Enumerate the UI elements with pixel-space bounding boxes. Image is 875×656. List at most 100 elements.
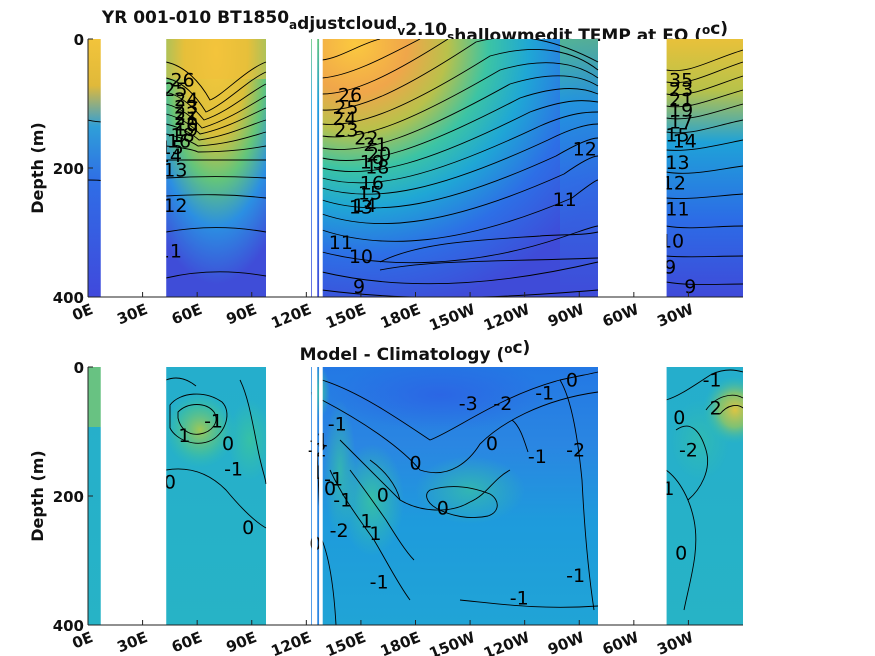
contour-label: -2: [566, 439, 585, 461]
contour-label: 0: [486, 433, 498, 455]
contour-label: 25: [334, 97, 358, 119]
panel-difference: Model - Climatology (oc): [28, 338, 743, 656]
title-part: Model - Climatology (: [300, 345, 505, 365]
contour-label: 22: [354, 127, 378, 149]
contour-label: 23: [669, 79, 693, 101]
y-tick-label: 200: [53, 488, 84, 506]
title-part: s: [447, 30, 454, 44]
contour-label: 23: [334, 120, 358, 142]
x-tick-label: 60W: [600, 628, 642, 656]
contour-label: 17: [669, 111, 693, 133]
contour-label: 22: [174, 103, 198, 125]
contour-label: 15: [358, 182, 382, 204]
panel-temperature: YR 001-010 BT1850adjustcloudv2.10shallow…: [28, 8, 743, 335]
contour-label: 21: [363, 134, 387, 156]
land-gap: [601, 367, 667, 625]
contour-label: -1: [333, 490, 352, 512]
contour-label: 0: [164, 472, 176, 494]
contour-label: 1: [178, 425, 190, 447]
land-mask-difference: [100, 367, 667, 625]
contour-label: 0: [324, 478, 336, 500]
land-gap: [266, 367, 307, 625]
contour-label: 16: [360, 173, 384, 195]
y-axis-title: Depth (m): [28, 450, 47, 542]
land-gap: [100, 367, 167, 625]
y-tick-label: 200: [53, 160, 84, 178]
field-pacific: [322, 39, 598, 297]
y-tick-label: 0: [74, 359, 84, 377]
title-part: djustcloud: [297, 14, 397, 34]
contour-label: 10: [349, 246, 373, 268]
x-tick-label: 120E: [269, 628, 314, 656]
contour-label: 19: [669, 100, 693, 122]
land-gap: [100, 39, 167, 297]
contour-label: 11: [553, 189, 577, 211]
x-tick-label: 60W: [600, 300, 642, 331]
x-tick-label: 120W: [481, 300, 533, 335]
x-tick-label: 120E: [269, 300, 314, 332]
contour-label: 25: [163, 79, 187, 101]
contour-label: -1: [224, 459, 243, 481]
contour-label: 12: [163, 195, 187, 217]
contour-label: 20: [174, 113, 198, 135]
x-tick-label: 150W: [426, 628, 478, 656]
land-gap: [601, 39, 667, 297]
contour-label: 1: [360, 510, 372, 532]
title-part: YR 001-010 BT1850: [101, 8, 289, 28]
y-tick-label: 400: [53, 617, 84, 635]
contour-label: 0: [409, 452, 421, 474]
chart-title-difference: Model - Climatology (oc): [300, 338, 531, 365]
x-tick-label: 90W: [545, 300, 587, 331]
contour-label: 35: [669, 69, 693, 91]
contour-label: -1: [528, 446, 547, 468]
contour-label: 14: [673, 131, 697, 153]
land-gap: [319, 367, 323, 625]
contour-label: 0: [437, 497, 449, 519]
contour-label: 11: [665, 198, 689, 220]
x-tick-label: 60E: [169, 300, 205, 328]
contour-label: 21: [669, 89, 693, 111]
x-tick-label: 90E: [224, 300, 260, 328]
contour-label: 9: [353, 276, 365, 298]
contour-label: 0: [377, 485, 389, 507]
x-tick-label: 150W: [426, 300, 478, 335]
contour-label: 16: [167, 131, 191, 153]
land-gap: [311, 367, 318, 625]
x-tick-label: 30W: [654, 628, 696, 656]
contour-label: -1: [703, 370, 722, 392]
land-mask-temperature: [100, 39, 667, 297]
contour-label: 26: [338, 84, 362, 106]
contour-label: 19: [360, 151, 384, 173]
contour-label: -1: [370, 572, 389, 594]
x-tick-label: 120W: [481, 628, 533, 656]
contour-label: -1: [324, 468, 343, 490]
contour-label: 12: [662, 173, 686, 195]
title-part: a: [289, 18, 297, 32]
contour-label: -1: [328, 414, 347, 436]
x-tick-label: 30W: [654, 300, 696, 331]
contour-labels-temperature: 2625242322212019181615141312112625242322…: [158, 69, 697, 297]
contour-label: 21: [174, 108, 198, 130]
y-tick-label: 400: [53, 289, 84, 307]
contour-label: 9: [664, 256, 676, 278]
contour-label: 14: [352, 195, 376, 217]
title-part: c): [710, 19, 728, 39]
contour-label: 19: [174, 119, 198, 141]
contour-lines-temperature: [88, 39, 743, 297]
contour-label: 0: [566, 370, 578, 392]
x-tick-label: 150E: [323, 628, 368, 656]
contour-label: 0: [675, 543, 687, 565]
contour-label: 18: [171, 124, 195, 146]
y-tick-label: 0: [74, 31, 84, 49]
contour-label: 11: [329, 232, 353, 254]
contour-label: 0: [673, 407, 685, 429]
contour-label: 24: [174, 89, 198, 111]
contour-label: 9: [684, 276, 696, 298]
x-tick-label: 180E: [378, 628, 423, 656]
title-part: o: [702, 23, 710, 37]
contour-label: 24: [332, 108, 356, 130]
land-gap: [266, 39, 307, 297]
contour-label: 20: [367, 144, 391, 166]
title-part: c): [512, 338, 530, 358]
